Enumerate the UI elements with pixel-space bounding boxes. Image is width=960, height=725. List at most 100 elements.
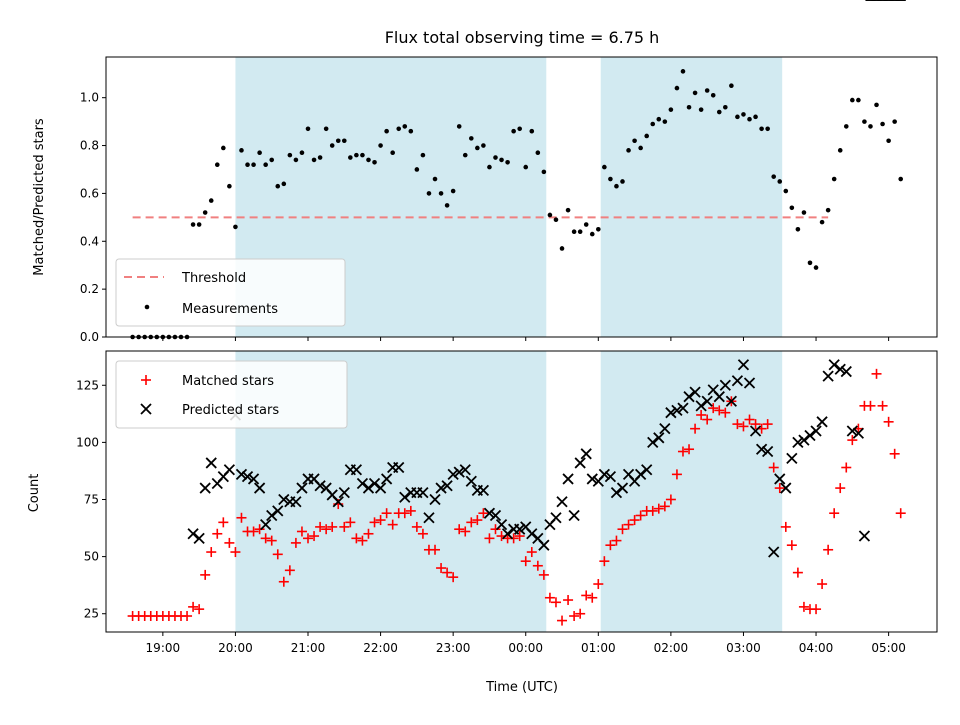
matched-star-point	[744, 414, 755, 425]
legend-predicted-swatch	[140, 403, 152, 415]
measurement-point	[227, 183, 232, 189]
matched-star-point	[629, 515, 640, 526]
x-marker-b	[647, 436, 659, 449]
measurement-point	[384, 128, 389, 134]
matched-star-point	[278, 576, 289, 587]
measurement-point	[269, 157, 275, 163]
top-legend: Threshold Measurements	[115, 258, 346, 327]
predicted-star-point	[641, 464, 653, 476]
matched-star-point	[327, 521, 338, 532]
matched-star-point	[484, 533, 495, 544]
predicted-star-point	[562, 473, 574, 485]
matched-star-point	[665, 494, 676, 505]
y-tick-label: 1.0	[80, 91, 99, 105]
measurement-point	[656, 116, 662, 122]
x-marker-b	[810, 425, 822, 437]
x-marker-b	[465, 475, 477, 487]
predicted-star-point	[374, 482, 387, 494]
measurement-point	[765, 126, 770, 132]
legend-predicted-label: Predicted stars	[182, 403, 279, 418]
matched-star-point	[792, 567, 803, 578]
x-marker-b	[526, 528, 538, 540]
measurement-point	[348, 155, 353, 160]
x-marker-b	[701, 395, 713, 407]
predicted-star-point	[417, 487, 429, 499]
matched-star-point	[762, 419, 773, 430]
x-marker-b	[768, 546, 780, 558]
x-marker-b	[362, 482, 375, 494]
measurement-point	[493, 155, 498, 160]
measurement-point	[341, 138, 347, 144]
predicted-star-point	[550, 512, 562, 524]
predicted-star-point	[260, 518, 272, 531]
measurement-point	[190, 222, 196, 227]
x-marker-b	[532, 532, 544, 544]
measurement-point	[559, 246, 565, 251]
x-marker-b	[393, 461, 405, 474]
measurement-point	[614, 183, 619, 189]
observing-window-band	[600, 351, 783, 632]
matched-star-point	[405, 505, 416, 516]
measurement-point	[245, 162, 250, 167]
x-marker-b	[689, 386, 701, 398]
x-marker-b	[604, 471, 617, 483]
measurement-point	[795, 227, 801, 232]
x-marker-b	[804, 429, 816, 442]
predicted-star-point	[677, 402, 689, 414]
measurement-point	[747, 116, 752, 122]
predicted-star-point	[798, 434, 810, 446]
matched-star-point	[659, 501, 670, 512]
predicted-star-point	[671, 404, 683, 417]
predicted-star-point	[356, 477, 369, 490]
x-marker-b	[199, 482, 211, 494]
x-marker-b	[755, 443, 768, 455]
matched-star-point	[883, 416, 894, 427]
measurement-point	[202, 210, 208, 215]
matched-star-point	[841, 462, 852, 473]
measurement-point	[668, 107, 674, 112]
predicted-star-point	[574, 457, 586, 469]
x-marker-b	[435, 482, 447, 494]
x-marker-b	[399, 491, 411, 503]
predicted-star-point	[538, 539, 550, 551]
predicted-star-point	[495, 518, 508, 531]
measurement-point	[541, 169, 547, 175]
matched-star-point	[871, 368, 882, 379]
x-marker-b	[453, 466, 465, 478]
observing-window-band	[600, 57, 783, 337]
y-tick-label: 125	[76, 378, 99, 392]
matched-star-point	[702, 414, 713, 425]
x-tick-label: 19:00	[146, 641, 181, 655]
predicted-star-point	[253, 482, 266, 494]
x-marker-b	[568, 509, 580, 522]
matched-star-point	[351, 533, 362, 544]
x-marker-b	[641, 464, 653, 476]
x-marker-b	[235, 468, 248, 481]
matched-star-point	[508, 533, 519, 544]
matched-star-point	[454, 524, 465, 535]
measurement-point	[511, 128, 516, 134]
measurement-point	[771, 174, 777, 179]
measurement-point	[299, 150, 305, 156]
measurement-point	[481, 143, 486, 148]
measurement-point	[843, 124, 849, 129]
y-tick-label: 25	[84, 607, 99, 621]
x-tick-label: 20:00	[218, 641, 253, 655]
matched-star-point	[798, 601, 809, 612]
measurement-point	[813, 265, 819, 270]
x-marker-b	[659, 423, 671, 435]
measurement-point	[583, 222, 589, 227]
x-marker-b	[253, 482, 266, 494]
x-marker-b	[477, 484, 490, 496]
matched-star-point	[472, 515, 483, 526]
x-marker-b	[792, 436, 804, 449]
measurement-point	[456, 124, 462, 129]
measurement-point	[426, 191, 432, 196]
y-tick-label: 50	[84, 550, 99, 564]
matched-star-point	[544, 592, 555, 603]
matched-star-point	[206, 547, 217, 558]
measurement-point	[196, 222, 202, 227]
measurement-point	[638, 145, 643, 151]
y-tick-label: 0.4	[80, 234, 99, 248]
